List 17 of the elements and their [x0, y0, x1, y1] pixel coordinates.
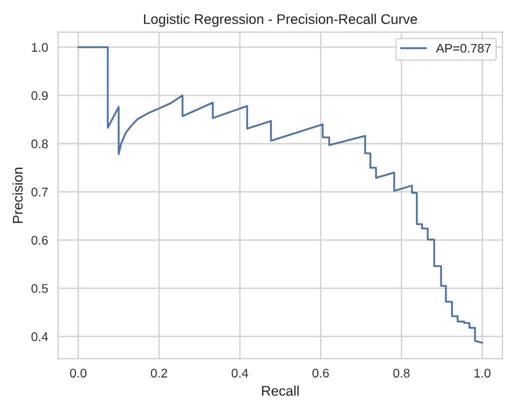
x-tick-label: 0.0 [70, 368, 86, 378]
x-tick-label: 0.6 [312, 368, 329, 378]
y-tick-label: 1.0 [32, 42, 48, 52]
x-tick-label: 0.2 [150, 368, 168, 378]
y-tick-label: 0.4 [31, 332, 48, 342]
x-tick-label: 1.0 [474, 368, 490, 378]
x-tick-label: 0.4 [232, 368, 248, 378]
x-axis-title: Recall [262, 386, 299, 396]
chart-title: Logistic Regression - Precision-Recall Curve [144, 14, 418, 27]
y-tick-label: 0.9 [31, 91, 48, 100]
x-tick-label: 0.8 [393, 368, 410, 378]
y-tick-label: 0.6 [31, 236, 48, 245]
y-tick-label: 0.5 [31, 284, 48, 293]
y-tick-label: 0.8 [31, 139, 48, 148]
y-axis-title: Precision [12, 168, 23, 223]
legend-label: AP=0.787 [436, 44, 491, 53]
y-tick-label: 0.7 [31, 188, 48, 196]
